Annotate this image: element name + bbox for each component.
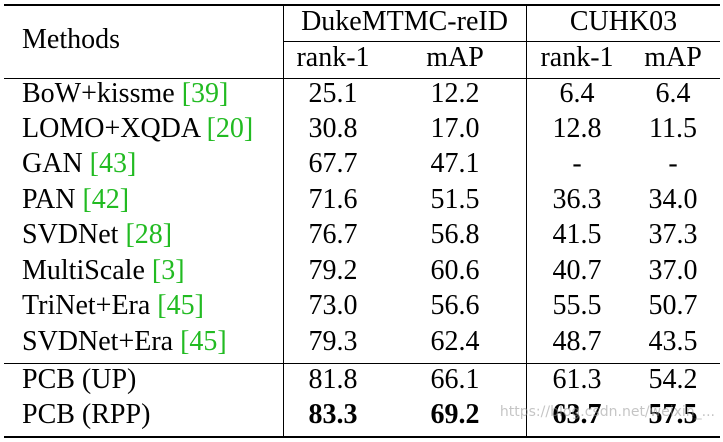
metric-header: mAP — [644, 42, 702, 73]
value-cell: - — [668, 148, 678, 179]
citation-link[interactable]: [43] — [89, 148, 137, 179]
value-cell: 55.5 — [552, 290, 602, 321]
method-name: MultiScale [3] — [22, 253, 185, 289]
citation-link[interactable]: [3] — [151, 255, 185, 286]
citation-link[interactable]: [20] — [206, 113, 254, 144]
metric-header: rank-1 — [296, 42, 370, 73]
method-name: GAN [43] — [22, 146, 136, 182]
value-cell: 47.1 — [430, 148, 480, 179]
value-cell: 73.0 — [308, 290, 358, 321]
citation-link[interactable]: [45] — [157, 290, 204, 321]
watermark: https://blog.csdn.net/weixin_... — [499, 404, 715, 420]
method-label: PAN — [22, 184, 83, 215]
value-cell: 83.3 — [308, 399, 358, 430]
method-name: LOMO+XQDA [20] — [22, 111, 253, 147]
citation-link[interactable]: [39] — [181, 78, 229, 109]
method-label: PCB (RPP) — [22, 399, 151, 430]
value-cell: 6.4 — [559, 78, 595, 109]
method-label: PCB (UP) — [22, 364, 137, 395]
citation-link[interactable]: [42] — [82, 184, 130, 215]
value-cell: 63.7 — [552, 399, 602, 430]
methods-divider — [283, 5, 284, 437]
header-rule — [4, 78, 720, 79]
method-label: GAN — [22, 148, 90, 179]
metric-header: rank-1 — [540, 42, 614, 73]
value-cell: 30.8 — [308, 113, 358, 144]
citation-link[interactable]: [45] — [180, 326, 227, 357]
value-cell: 79.2 — [308, 255, 358, 286]
duke-header: DukeMTMC-reID — [301, 6, 508, 37]
top-rule — [4, 4, 720, 6]
metric-header: mAP — [426, 42, 484, 73]
value-cell: 37.3 — [648, 219, 698, 250]
value-cell: 69.2 — [430, 399, 480, 430]
value-cell: 48.7 — [552, 326, 602, 357]
value-cell: 50.7 — [648, 290, 698, 321]
method-name: SVDNet [28] — [22, 217, 172, 253]
method-label: TriNet+Era — [22, 290, 158, 321]
value-cell: 51.5 — [430, 184, 480, 215]
value-cell: 12.2 — [430, 78, 480, 109]
value-cell: 34.0 — [648, 184, 698, 215]
value-cell: 57.5 — [648, 399, 698, 430]
value-cell: 60.6 — [430, 255, 480, 286]
value-cell: 11.5 — [649, 113, 697, 144]
value-cell: 43.5 — [648, 326, 698, 357]
value-cell: 54.2 — [648, 364, 698, 395]
value-cell: 37.0 — [648, 255, 698, 286]
value-cell: 56.6 — [430, 290, 480, 321]
value-cell: 81.8 — [308, 364, 358, 395]
bottom-rule — [4, 436, 720, 438]
value-cell: 62.4 — [430, 326, 480, 357]
value-cell: - — [572, 148, 582, 179]
method-name: PCB (UP) — [22, 362, 136, 398]
dataset-divider — [526, 5, 527, 437]
value-cell: 6.4 — [655, 78, 691, 109]
cuhk-header: CUHK03 — [569, 6, 678, 37]
method-name: BoW+kissme [39] — [22, 76, 228, 112]
value-cell: 25.1 — [308, 78, 358, 109]
method-label: LOMO+XQDA — [22, 113, 207, 144]
citation-link[interactable]: [28] — [125, 219, 173, 250]
value-cell: 36.3 — [552, 184, 602, 215]
value-cell: 12.8 — [552, 113, 602, 144]
methods-header: Methods — [22, 24, 120, 55]
value-cell: 40.7 — [552, 255, 602, 286]
dataset-underline — [283, 41, 720, 42]
value-cell: 41.5 — [552, 219, 602, 250]
method-name: PCB (RPP) — [22, 397, 150, 433]
method-name: PAN [42] — [22, 182, 129, 218]
method-label: SVDNet+Era — [22, 326, 181, 357]
method-label: MultiScale — [22, 255, 152, 286]
method-label: BoW+kissme — [22, 78, 182, 109]
method-label: SVDNet — [22, 219, 126, 250]
value-cell: 56.8 — [430, 219, 480, 250]
method-name: TriNet+Era [45] — [22, 288, 204, 324]
value-cell: 79.3 — [308, 326, 358, 357]
value-cell: 66.1 — [430, 364, 480, 395]
value-cell: 61.3 — [552, 364, 602, 395]
value-cell: 71.6 — [308, 184, 358, 215]
value-cell: 67.7 — [308, 148, 358, 179]
group-rule — [4, 363, 720, 364]
method-name: SVDNet+Era [45] — [22, 324, 227, 360]
value-cell: 17.0 — [430, 113, 480, 144]
value-cell: 76.7 — [308, 219, 358, 250]
